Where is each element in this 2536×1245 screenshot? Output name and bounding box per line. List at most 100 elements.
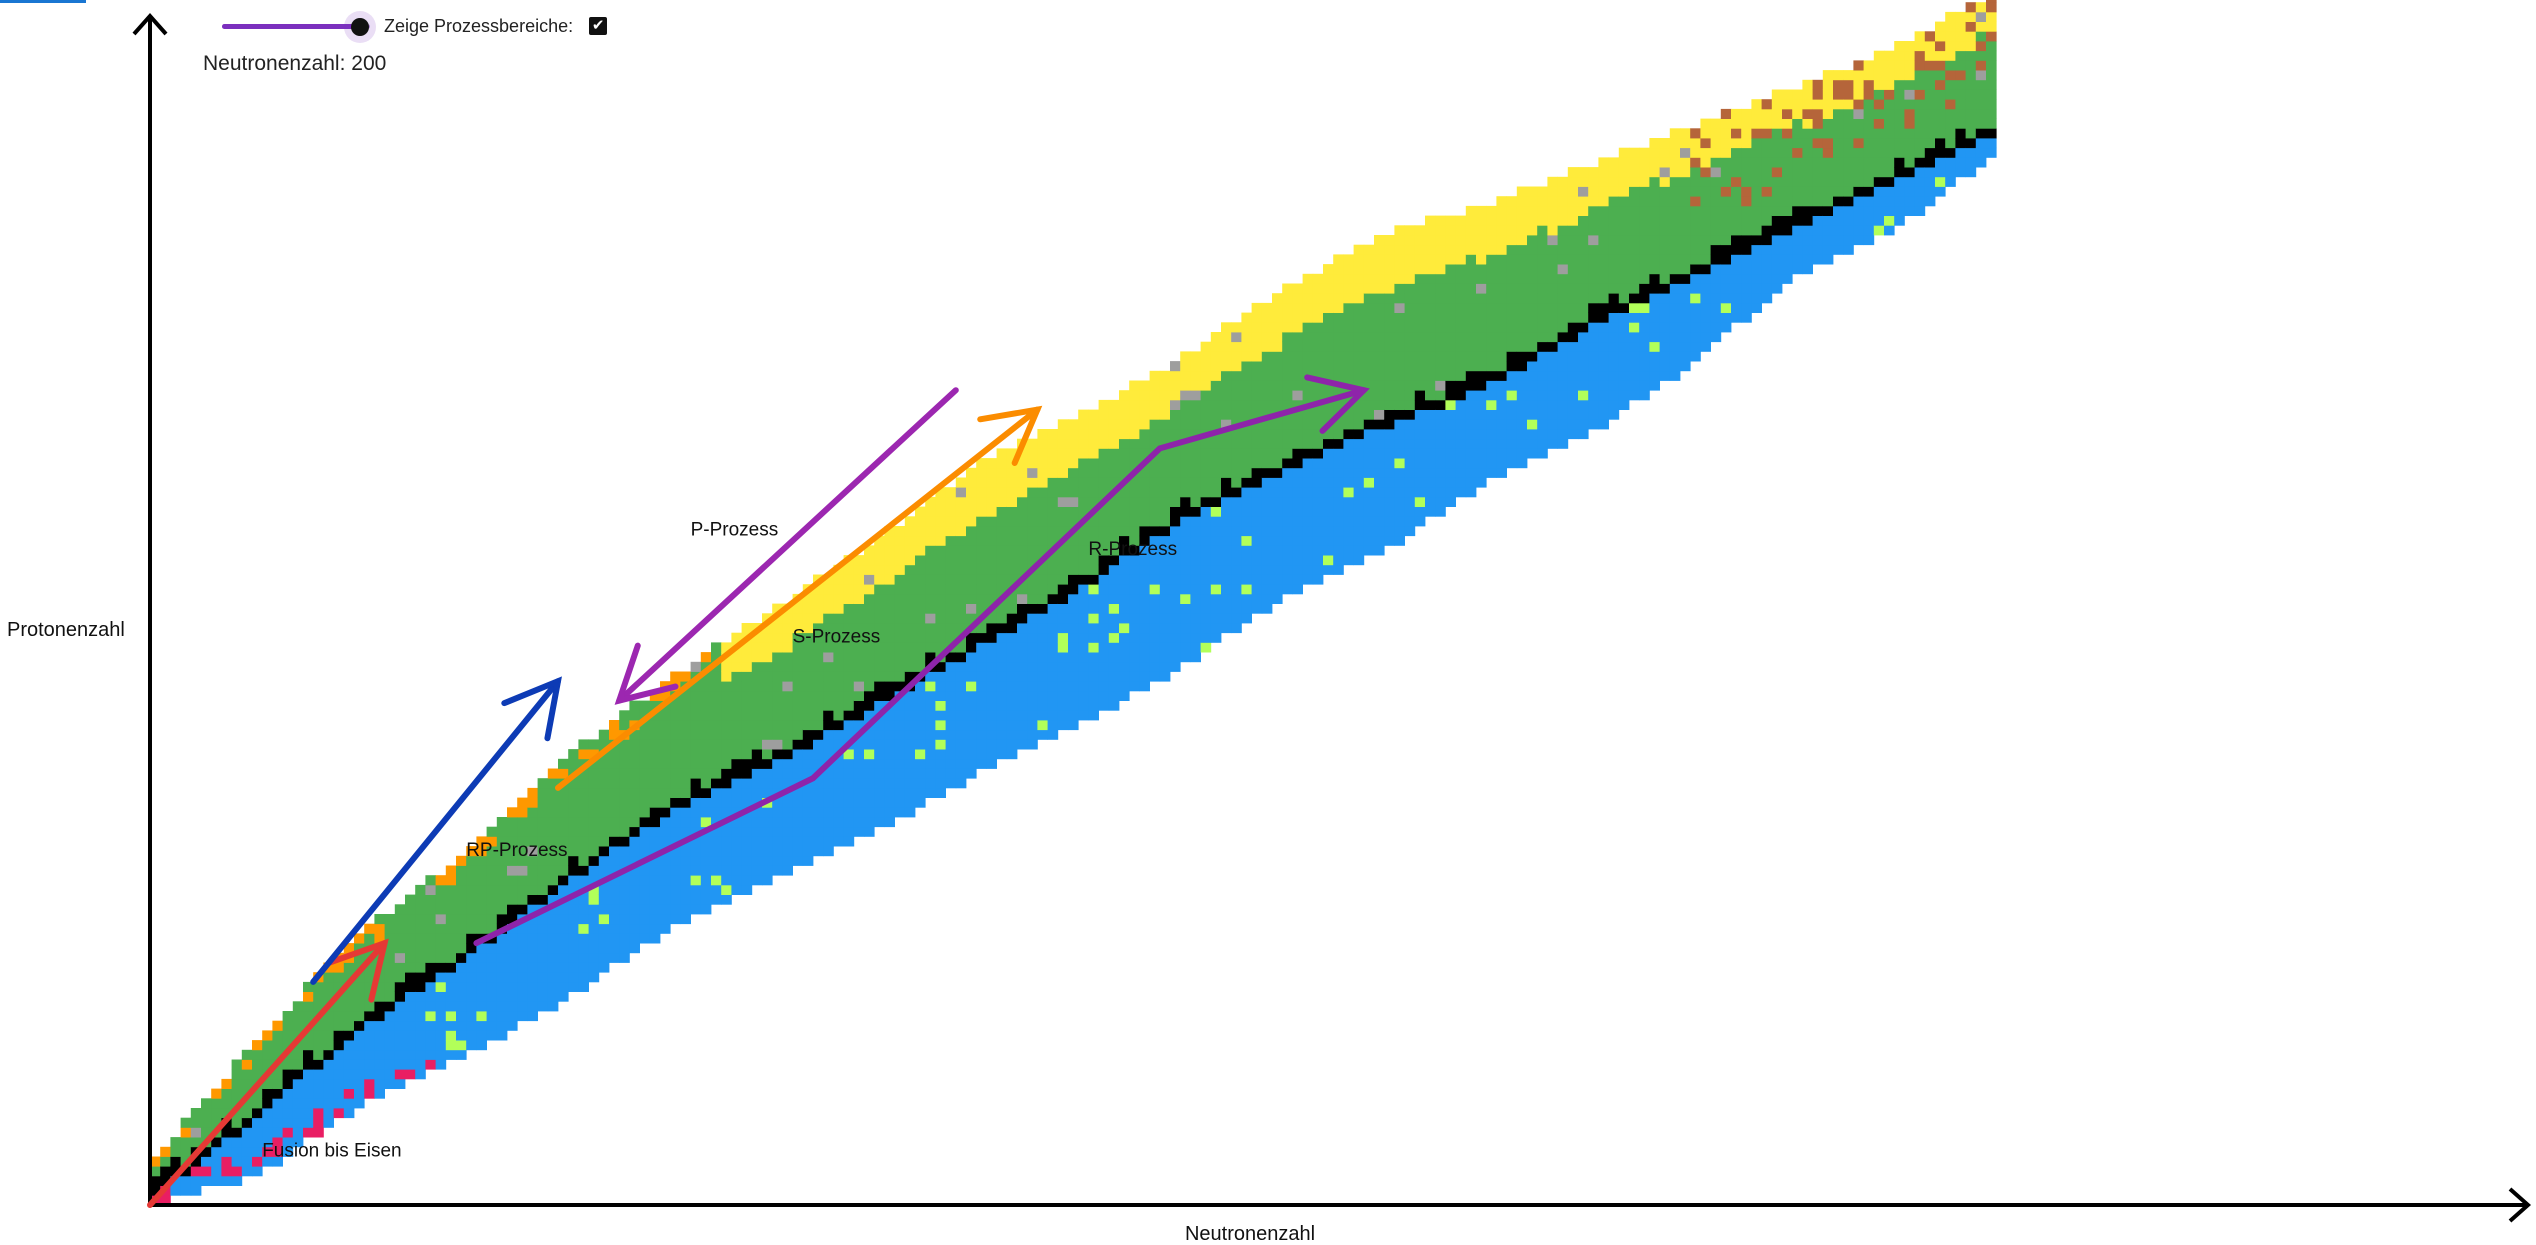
nuclide-cell <box>1068 632 1079 643</box>
nuclide-cell <box>354 1088 365 1099</box>
nuclide-cell <box>466 894 477 905</box>
nuclide-cell <box>1241 535 1252 546</box>
nuclide-cell <box>588 807 600 818</box>
nuclide-cell <box>1006 613 1018 624</box>
nuclide-cell <box>1404 283 1416 294</box>
nuclide-cell <box>272 1049 283 1060</box>
nuclide-cell <box>1853 89 1864 100</box>
nuclide-cell <box>1873 108 1885 119</box>
nuclide-cell <box>333 1001 345 1012</box>
nuclide-cell <box>1771 186 1783 197</box>
nuclide-cell <box>700 875 712 886</box>
nuclide-cell <box>843 749 855 760</box>
nuclide-cell <box>1833 176 1844 187</box>
nuclide-cell <box>1353 458 1365 469</box>
nuclide-cell <box>1445 215 1456 226</box>
nuclide-cell <box>160 1195 171 1206</box>
nuclide-cell <box>823 787 834 798</box>
nuclide-cell <box>1098 671 1110 682</box>
nuclide-cell <box>1414 235 1426 246</box>
nuclide-cell <box>1608 380 1620 391</box>
nuclide-cell <box>231 1137 243 1148</box>
nuclide-cell <box>354 991 365 1002</box>
nuclide-cell <box>915 758 926 769</box>
nuclide-cell <box>986 739 997 750</box>
nuclide-cell <box>1098 409 1110 420</box>
nuclide-cell <box>1068 593 1079 604</box>
nuclide-cell <box>629 933 640 944</box>
nuclide-cell <box>1557 351 1569 362</box>
nuclide-cell <box>486 884 498 895</box>
nuclide-cell <box>1986 2 1997 13</box>
nuclide-cell <box>486 943 498 954</box>
nuclide-cell <box>456 972 467 983</box>
nuclide-cell <box>1771 235 1783 246</box>
nuclide-cell <box>1578 341 1589 352</box>
nuclide-cell <box>1353 302 1365 313</box>
nuclide-cell <box>1537 380 1548 391</box>
nuclide-cell <box>1068 671 1079 682</box>
nuclide-cell <box>874 807 885 818</box>
nuclide-cell <box>425 1030 436 1041</box>
nuclide-cell <box>996 477 1008 488</box>
nuclide-cell <box>629 904 640 915</box>
nuclide-cell <box>1149 458 1161 469</box>
nuclide-cell <box>1149 632 1161 643</box>
nuclide-cell <box>966 555 977 566</box>
nuclide-cell <box>435 884 447 895</box>
nuclide-cell <box>1129 409 1140 420</box>
nuclide-cell <box>1078 690 1089 701</box>
nuclide-cell <box>884 535 895 546</box>
nuclide-cell <box>394 1059 406 1070</box>
neutron-count-slider[interactable] <box>210 10 376 43</box>
nuclide-cell <box>1751 99 1762 110</box>
process-arrow-path <box>473 387 1367 947</box>
nuclide-cell <box>1486 370 1497 381</box>
nuclide-cell <box>945 535 957 546</box>
nuclide-cell <box>313 981 324 992</box>
process-toggle-checkbox[interactable]: ✔ <box>589 17 608 35</box>
nuclide-cell <box>1822 157 1834 168</box>
nuclide-cell <box>1027 545 1038 556</box>
nuclide-cell <box>996 555 1008 566</box>
nuclide-cell <box>884 671 895 682</box>
nuclide-cell <box>1945 89 1956 100</box>
nuclide-cell <box>1578 399 1589 410</box>
nuclide-cell <box>1282 302 1293 313</box>
nuclide-cell <box>282 1146 294 1157</box>
nuclide-cell <box>1363 361 1375 372</box>
nuclide-cell <box>578 943 589 954</box>
nuclide-cell <box>1343 312 1354 323</box>
nuclide-cell <box>1272 332 1283 343</box>
nuclide-cell <box>1792 167 1803 178</box>
nuclide-cell <box>966 700 977 711</box>
nuclide-cell <box>1017 632 1028 643</box>
nuclide-cell <box>670 729 681 740</box>
nuclide-cell <box>945 613 957 624</box>
nuclide-cell <box>1231 516 1242 527</box>
nuclide-cell <box>649 700 661 711</box>
nuclide-cell <box>547 952 559 963</box>
nuclide-cell <box>1761 167 1773 178</box>
nuclide-cell <box>1394 322 1405 333</box>
nuclide-cell <box>1068 535 1079 546</box>
nuclide-cell <box>762 720 773 731</box>
nuclide-cell <box>445 865 457 876</box>
nuclide-cell <box>1078 623 1089 634</box>
nuclide-cell <box>1088 429 1099 440</box>
nuclide-cell <box>1017 545 1028 556</box>
nuclide-cell <box>751 846 763 857</box>
slider-thumb[interactable] <box>350 18 369 36</box>
nuclide-cell <box>1272 351 1283 362</box>
process-arrow-path <box>555 406 1041 791</box>
nuclide-cell <box>690 865 702 876</box>
nuclide-cell <box>1129 632 1140 643</box>
nuclide-cell <box>945 603 957 614</box>
nuclide-cell <box>1435 225 1446 236</box>
nuclide-cell <box>1027 613 1038 624</box>
nuclide-cell <box>1098 681 1110 692</box>
nuclide-cell <box>915 564 926 575</box>
nuclide-cell <box>1884 225 1895 236</box>
nuclide-cell <box>1353 380 1365 391</box>
nuclide-cell <box>1904 186 1915 197</box>
